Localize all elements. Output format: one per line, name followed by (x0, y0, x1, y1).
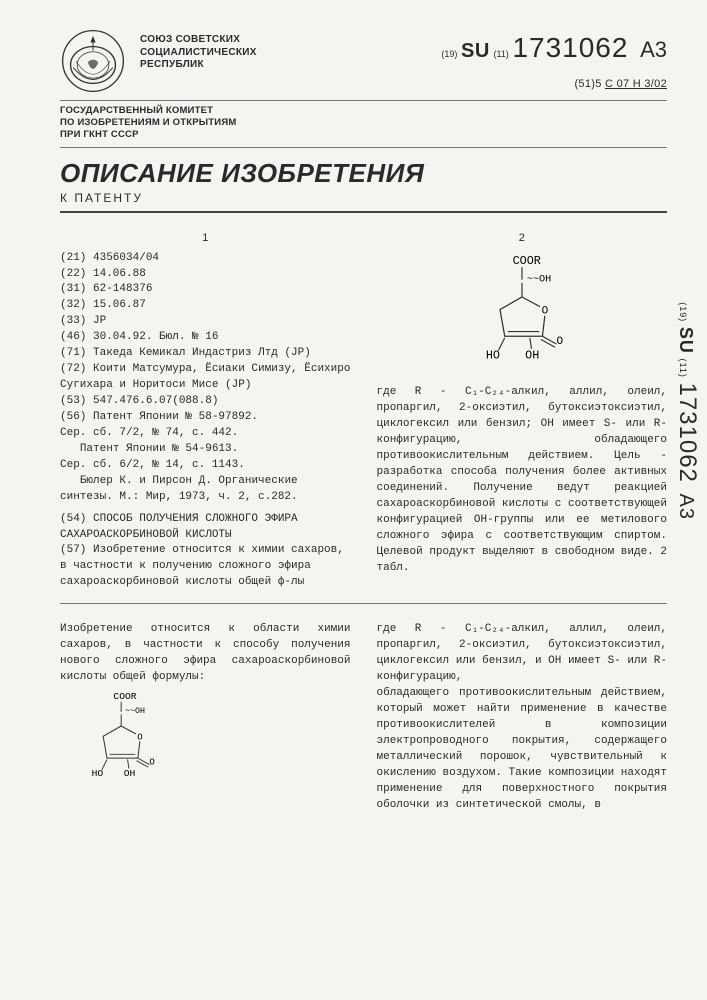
state-emblem (60, 28, 126, 94)
divider (60, 603, 667, 604)
biblio-field: (33) JP (60, 314, 351, 330)
biblio-field: (56) Патент Японии № 58-97892. (60, 410, 351, 426)
biblio-field: Сер. сб. 7/2, № 74, с. 442. (60, 426, 351, 442)
header: СОЮЗ СОВЕТСКИХ СОЦИАЛИСТИЧЕСКИХ РЕСПУБЛИ… (60, 28, 667, 94)
svg-text:O: O (541, 305, 548, 317)
biblio-field: (72) Коити Матсумура, Ёсиаки Симизу, Ёси… (60, 362, 351, 394)
divider (60, 147, 667, 148)
biblio-field: (53) 547.476.6.07(088.8) (60, 394, 351, 410)
biblio-field: Бюлер К. и Пирсон Д. Органические синтез… (60, 474, 351, 506)
abstract-continuation: где R - C₁-C₂₄-алкил, аллил, олеил, проп… (377, 385, 668, 576)
biblio-field: (22) 14.06.88 (60, 267, 351, 283)
title-block: ОПИСАНИЕ ИЗОБРЕТЕНИЯ К ПАТЕНТУ (60, 158, 667, 205)
bibliographic-columns: 1 (21) 4356034/04 (22) 14.06.88 (31) 62-… (60, 231, 667, 592)
column-number: 1 (60, 231, 351, 247)
document-subtitle: К ПАТЕНТУ (60, 191, 667, 205)
chemical-structure: COOR ~~OH O O HO (467, 253, 577, 378)
column-1: 1 (21) 4356034/04 (22) 14.06.88 (31) 62-… (60, 231, 351, 592)
document-title: ОПИСАНИЕ ИЗОБРЕТЕНИЯ (60, 158, 667, 189)
biblio-field: Сер. сб. 6/2, № 14, с. 1143. (60, 458, 351, 474)
svg-text:O: O (137, 732, 142, 742)
description-left: Изобретение относится к области химии са… (60, 622, 351, 813)
description-text: Изобретение относится к области химии са… (60, 623, 351, 683)
biblio-field: (32) 15.06.87 (60, 298, 351, 314)
svg-text:HO: HO (486, 348, 500, 362)
chemical-structure-small: COOR ~~OH O O HO OH (80, 690, 170, 793)
svg-text:~~OH: ~~OH (526, 273, 551, 285)
ipc-code: (51)5 C 07 H 3/02 (441, 78, 667, 90)
biblio-field: (21) 4356034/04 (60, 251, 351, 267)
committee-name: ГОСУДАРСТВЕННЫЙ КОМИТЕТ ПО ИЗОБРЕТЕНИЯМ … (60, 105, 667, 141)
side-publication-code: (19) SU (11) 1731062 A3 (673, 302, 701, 520)
description-right: где R - C₁-C₂₄-алкил, аллил, олеил, проп… (377, 622, 668, 813)
svg-text:OH: OH (525, 348, 539, 362)
divider-thick (60, 211, 667, 213)
biblio-field: (31) 62-148376 (60, 282, 351, 298)
invention-title: (54) СПОСОБ ПОЛУЧЕНИЯ СЛОЖНОГО ЭФИРА САХ… (60, 512, 351, 544)
biblio-field: (71) Такеда Кемикал Индастриз Лтд (JP) (60, 346, 351, 362)
svg-text:COOR: COOR (113, 691, 136, 702)
divider (60, 100, 667, 101)
svg-text:O: O (556, 336, 563, 348)
svg-text:HO: HO (92, 768, 104, 779)
biblio-field: (46) 30.04.92. Бюл. № 16 (60, 330, 351, 346)
svg-text:OH: OH (124, 768, 136, 779)
abstract-text: (57) Изобретение относится к химии сахар… (60, 543, 351, 591)
svg-text:O: O (149, 758, 154, 768)
publication-codes: (19) SU (11) 1731062 A3 (51)5 C 07 H 3/0… (441, 28, 667, 90)
chem-label: COOR (512, 254, 540, 268)
description-columns: Изобретение относится к области химии са… (60, 622, 667, 813)
publication-number: (19) SU (11) 1731062 A3 (441, 32, 667, 64)
column-number: 2 (377, 231, 668, 247)
column-2: 2 COOR ~~OH O O (377, 231, 668, 592)
biblio-field: Патент Японии № 54-9613. (60, 442, 351, 458)
issuer-name: СОЮЗ СОВЕТСКИХ СОЦИАЛИСТИЧЕСКИХ РЕСПУБЛИ… (140, 28, 427, 72)
svg-text:~~OH: ~~OH (125, 706, 145, 716)
